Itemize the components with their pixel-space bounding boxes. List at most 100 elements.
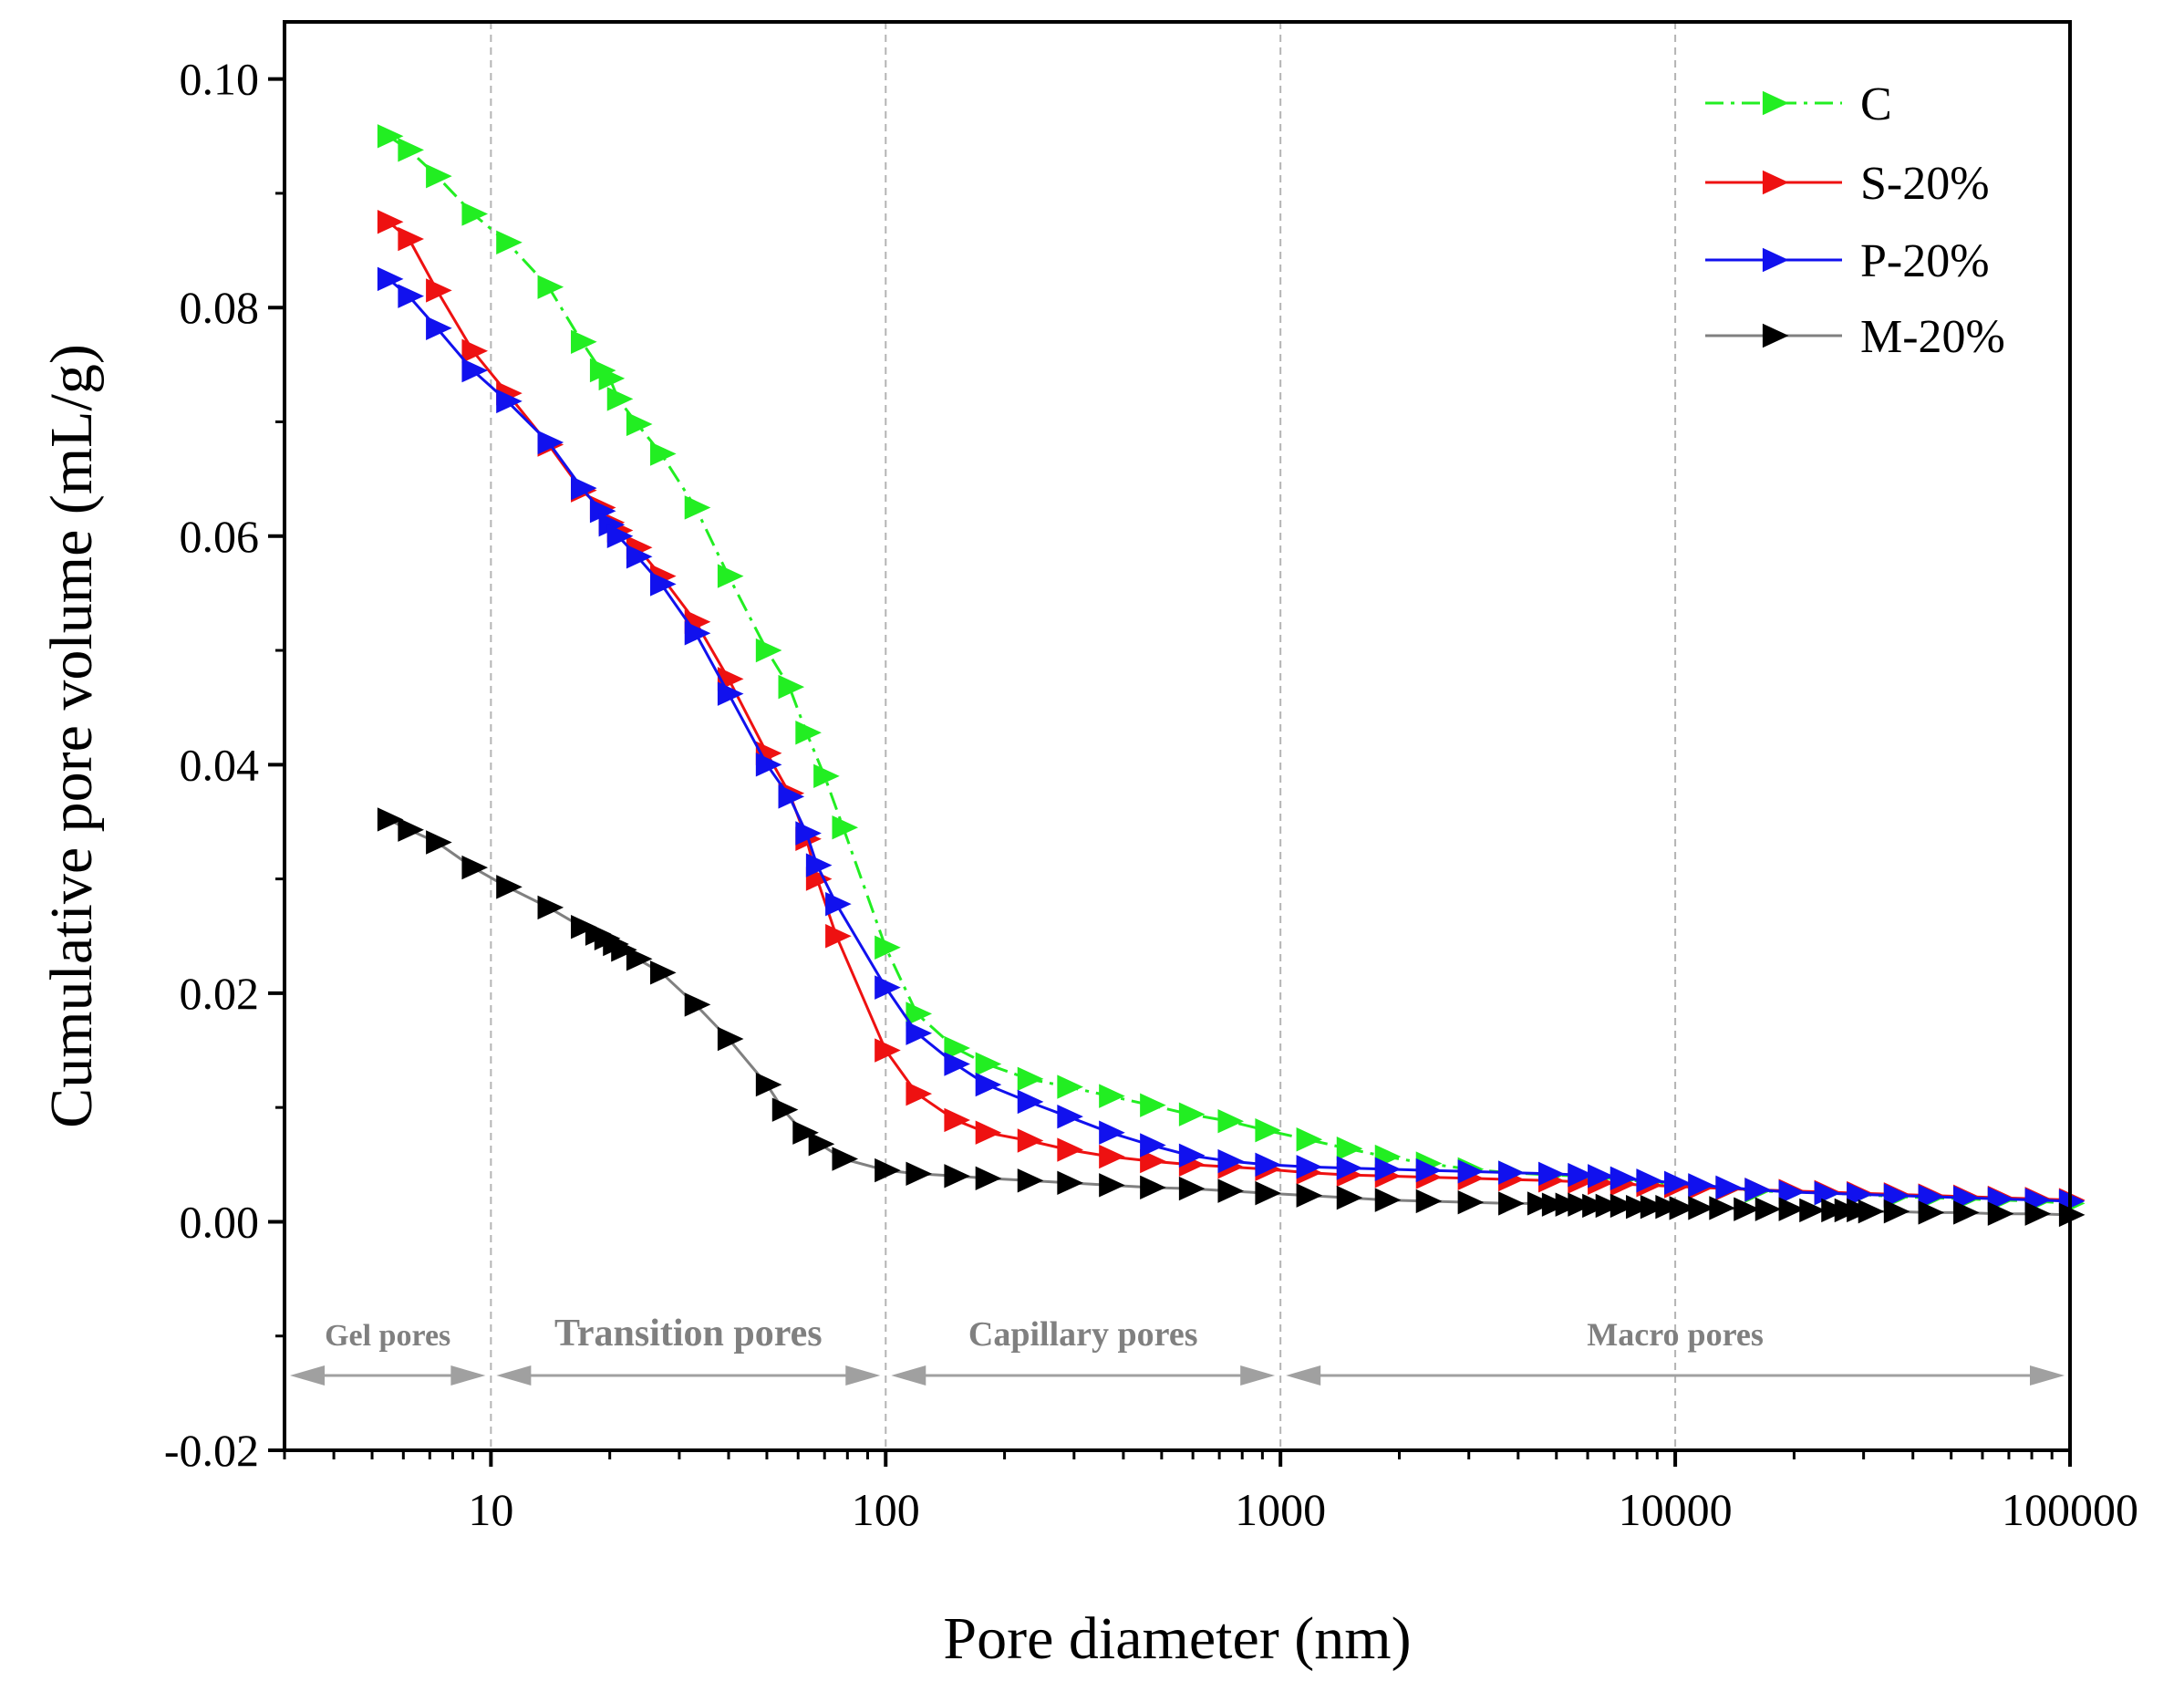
legend: C S-20% P-20% M-20% xyxy=(1705,78,2005,363)
data-point xyxy=(684,621,711,646)
data-point xyxy=(755,753,782,777)
data-point xyxy=(1017,1128,1044,1153)
legend-label: S-20% xyxy=(1860,158,1990,210)
y-tick-label: 0.06 xyxy=(180,511,260,562)
data-point xyxy=(1688,1173,1714,1198)
data-point xyxy=(1953,1200,1980,1225)
data-point xyxy=(717,1026,744,1052)
data-point xyxy=(875,935,901,960)
data-point xyxy=(1255,1180,1282,1206)
y-axis-title: Cumulative pore volume (mL/g) xyxy=(38,344,105,1128)
data-point xyxy=(825,891,852,917)
data-point xyxy=(611,938,637,962)
legend-marker xyxy=(1762,323,1789,348)
data-point xyxy=(717,564,744,588)
legend-item: S-20% xyxy=(1705,158,1990,210)
series-p-20- xyxy=(377,266,2086,1214)
data-point xyxy=(778,784,805,809)
x-tick-label: 100 xyxy=(852,1484,920,1535)
data-point xyxy=(1754,1197,1782,1221)
data-point xyxy=(684,495,711,520)
data-point xyxy=(398,817,424,842)
data-point xyxy=(1537,1161,1565,1187)
data-point xyxy=(1918,1184,1945,1209)
data-point xyxy=(717,681,744,706)
y-tick-label: 0.00 xyxy=(180,1196,260,1247)
data-point xyxy=(755,638,782,663)
region-arrow-left-head xyxy=(1286,1365,1321,1386)
data-point xyxy=(755,1072,782,1097)
data-point xyxy=(1374,1188,1402,1212)
region-arrow-right-head xyxy=(845,1365,881,1386)
data-point xyxy=(1099,1173,1125,1198)
region-arrow-left-head xyxy=(891,1365,926,1386)
data-point xyxy=(1057,1170,1083,1196)
data-point xyxy=(426,278,452,303)
data-point xyxy=(975,1072,1002,1097)
data-point xyxy=(1217,1178,1245,1203)
series-layer xyxy=(377,124,2086,1228)
x-axis-title: Pore diameter (nm) xyxy=(943,1605,1411,1672)
y-tick-label: 0.10 xyxy=(180,54,260,105)
data-point xyxy=(571,915,597,939)
data-point xyxy=(944,1035,971,1061)
data-point xyxy=(398,226,424,252)
region-label: Macro pores xyxy=(1587,1316,1764,1353)
data-point xyxy=(377,807,404,832)
axes: 10 100 1000 10000 100000 -0.02 0.00 0.02 0.04 0.0… xyxy=(164,54,2138,1535)
data-point xyxy=(377,124,404,149)
data-point xyxy=(944,1164,971,1189)
data-point xyxy=(537,275,564,299)
y-tick-label: -0.02 xyxy=(164,1425,259,1476)
data-point xyxy=(771,1097,799,1122)
data-point xyxy=(1636,1168,1663,1193)
data-point xyxy=(1582,1193,1609,1219)
data-point xyxy=(650,441,677,466)
data-point xyxy=(944,1052,971,1076)
data-point xyxy=(1626,1194,1652,1220)
data-point xyxy=(1527,1191,1554,1216)
data-point xyxy=(1821,1198,1848,1223)
data-point xyxy=(377,266,404,292)
data-point xyxy=(650,572,677,597)
data-point xyxy=(1296,1155,1323,1179)
data-point xyxy=(496,875,523,899)
data-point xyxy=(1057,1104,1083,1129)
data-point xyxy=(1296,1183,1323,1208)
data-point xyxy=(571,329,597,354)
data-point xyxy=(377,210,404,234)
region-macro-pores: Macro pores xyxy=(1286,1316,2065,1386)
data-point xyxy=(875,1157,901,1183)
data-point xyxy=(906,1002,933,1026)
data-point xyxy=(1178,1176,1206,1201)
data-point xyxy=(1847,1182,1873,1207)
data-point xyxy=(875,1038,901,1063)
data-point xyxy=(778,674,805,700)
x-tick-label: 10000 xyxy=(1619,1484,1733,1535)
region-label: Gel pores xyxy=(325,1319,450,1353)
data-point xyxy=(1588,1164,1614,1189)
data-point xyxy=(1498,1191,1525,1216)
region-transition-pores: Transition pores xyxy=(496,1313,881,1386)
data-point xyxy=(1610,1193,1637,1219)
data-point xyxy=(1715,1175,1743,1200)
plot-frame xyxy=(283,20,2072,1452)
data-point xyxy=(1217,1108,1245,1134)
data-point xyxy=(1688,1196,1714,1220)
data-point xyxy=(1610,1166,1637,1191)
data-point xyxy=(975,1052,1002,1076)
data-point xyxy=(1669,1196,1696,1220)
data-point xyxy=(825,924,852,949)
data-point xyxy=(1178,1102,1206,1126)
data-point xyxy=(1883,1183,1910,1208)
legend-marker xyxy=(1762,90,1789,116)
data-point xyxy=(626,411,653,437)
data-point xyxy=(1883,1199,1910,1224)
data-point xyxy=(1017,1168,1044,1193)
data-point xyxy=(606,524,634,548)
data-point xyxy=(832,1147,859,1171)
data-point xyxy=(426,163,452,189)
y-tick-label: 0.02 xyxy=(180,968,260,1019)
y-tick-label: 0.08 xyxy=(180,282,260,333)
data-point xyxy=(626,947,653,971)
